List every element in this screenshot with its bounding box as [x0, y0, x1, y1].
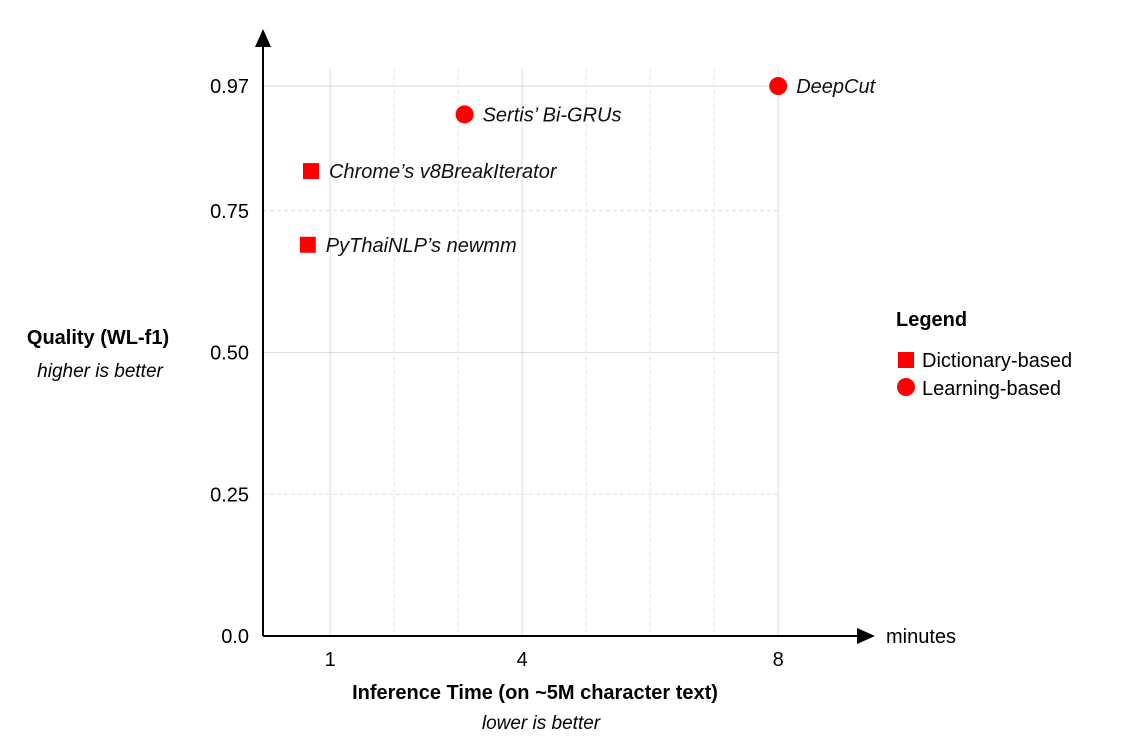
data-point-label: PyThaiNLP’s newmm: [326, 235, 517, 257]
x-tick-label: 8: [773, 649, 784, 671]
legend-entry-learning-based: Learning-based: [922, 378, 1061, 400]
data-point-square: [299, 236, 316, 253]
data-point-circle: [455, 105, 474, 124]
legend-square-marker: [898, 352, 914, 368]
x-axis-subtitle: lower is better: [482, 713, 601, 734]
y-axis-title: Quality (WL-f1): [27, 327, 169, 349]
y-tick-label: 0.75: [210, 201, 249, 223]
y-tick-label: 0.25: [210, 484, 249, 506]
data-point-label: Sertis’ Bi-GRUs: [483, 104, 622, 126]
y-tick-label: 0.0: [221, 626, 249, 648]
data-point-square: [303, 163, 319, 180]
data-point-label: DeepCut: [796, 76, 876, 98]
x-axis-unit: minutes: [886, 626, 956, 648]
tick-labels: 0.0 0.25 0.50 0.75 0.97 1 4 8: [210, 76, 784, 671]
y-tick-label: 0.50: [210, 343, 249, 365]
legend: Legend Dictionary-based Learning-based: [896, 309, 1072, 400]
grid: [263, 69, 779, 636]
x-axis-title: Inference Time (on ~5M character text): [352, 682, 718, 704]
y-tick-label: 0.97: [210, 76, 249, 98]
x-tick-label: 1: [325, 649, 336, 671]
data-point-circle: [769, 77, 788, 96]
x-axis-arrow: [857, 628, 875, 644]
legend-entry-dictionary-based: Dictionary-based: [922, 350, 1072, 372]
data-point-label: Chrome’s v8BreakIterator: [329, 161, 558, 183]
data-points: Chrome’s v8BreakIterator PyThaiNLP’s newm…: [299, 76, 877, 257]
axes: [255, 29, 875, 644]
legend-title: Legend: [896, 309, 967, 331]
y-axis-arrow: [255, 29, 271, 47]
legend-circle-marker: [897, 378, 915, 396]
y-axis-subtitle: higher is better: [37, 361, 163, 382]
x-tick-label: 4: [517, 649, 528, 671]
